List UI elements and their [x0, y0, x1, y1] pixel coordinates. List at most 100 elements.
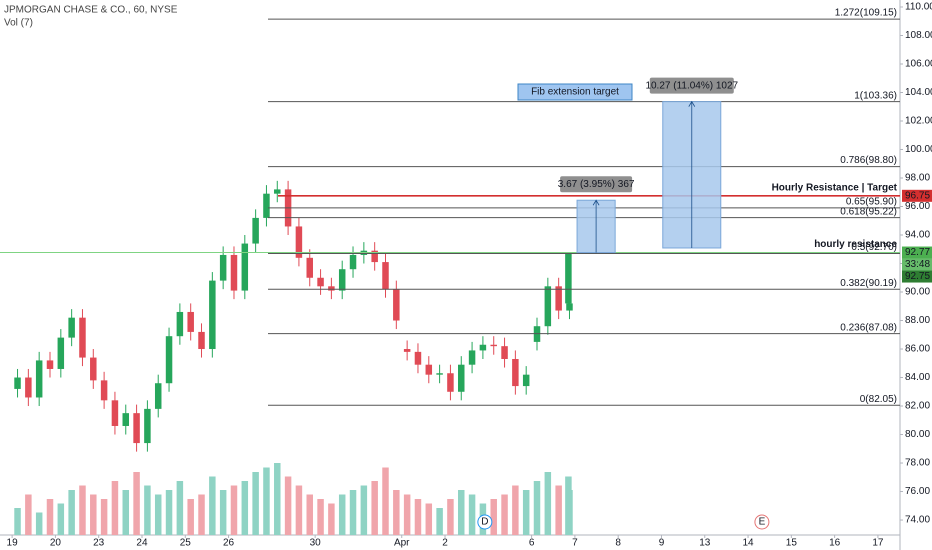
price-tag-label: 92.75 [905, 271, 930, 282]
candle-body [165, 336, 173, 384]
price-tag-label: 96.75 [905, 190, 930, 201]
volume-label: Vol (7) [4, 18, 33, 29]
x-tick-label: 20 [50, 538, 62, 549]
x-tick-label: 23 [93, 538, 105, 549]
y-tick-label: 76.00 [905, 486, 930, 497]
x-tick-label: 13 [699, 538, 711, 549]
candle-body [154, 383, 162, 409]
chart-title: JPMORGAN CHASE & CO., 60, NYSE [4, 5, 178, 16]
x-tick-label: 14 [742, 538, 754, 549]
price-tag-label: 92.77 [905, 247, 930, 258]
candle-body [306, 257, 313, 278]
volume-bar [230, 485, 238, 535]
y-tick-label: 106.00 [905, 59, 932, 70]
volume-bar [349, 490, 357, 535]
price-tag [902, 246, 932, 259]
volume-bar [414, 499, 422, 535]
x-tick-label: 8 [615, 538, 621, 549]
countdown-tag [902, 258, 932, 271]
y-tick-label: 94.00 [905, 230, 930, 241]
volume-bar [284, 476, 292, 535]
fib-label: 1.272(109.15) [835, 8, 897, 19]
volume-bar [154, 494, 162, 535]
candle-body [274, 189, 281, 194]
candle-body [122, 413, 130, 426]
event-label: E [759, 517, 766, 528]
volume-bar [425, 503, 433, 535]
volume-bar [512, 485, 519, 535]
candle-body [57, 337, 65, 369]
volume-bar [57, 503, 65, 535]
y-tick-label: 74.00 [905, 515, 930, 526]
candle-body [566, 303, 573, 311]
candle-body [414, 351, 422, 365]
candle-body [230, 254, 238, 291]
measure-label: 10.27 (11.04%) 1027 [645, 80, 738, 91]
x-tick-label: 25 [180, 538, 192, 549]
measure-arrow-head [688, 100, 696, 107]
fib-label: 0.786(98.80) [840, 155, 897, 166]
volume-bar [241, 481, 249, 535]
volume-bar [501, 494, 508, 535]
annotation: Fib extension target [531, 87, 619, 98]
candle-body [176, 311, 184, 337]
x-tick-label: 30 [310, 538, 322, 549]
event-marker [477, 514, 493, 530]
volume-bar [111, 481, 119, 535]
x-tick-label: 9 [659, 538, 665, 549]
y-tick-label: 96.00 [905, 201, 930, 212]
candle-body [565, 252, 572, 304]
candle-body [198, 331, 205, 350]
candle-body [79, 317, 86, 358]
y-tick-label: 102.00 [905, 116, 932, 127]
fib-label: 0.382(90.19) [840, 278, 897, 289]
candle-body [447, 373, 454, 392]
measure-label-box [560, 176, 633, 193]
candle-body [219, 254, 227, 281]
y-tick-label: 86.00 [905, 344, 930, 355]
volume-bar [144, 485, 151, 535]
y-tick-label: 104.00 [905, 87, 932, 98]
volume-bar [198, 494, 205, 535]
fib-label: 0.65(95.90) [846, 197, 897, 208]
x-tick-label: 24 [136, 538, 148, 549]
measure-label-box [649, 77, 734, 94]
measure-arrow-head [592, 199, 600, 206]
price-tag [902, 189, 932, 202]
candle-body [479, 344, 487, 351]
y-tick-label: 98.00 [905, 173, 930, 184]
y-tick-label: 90.00 [905, 287, 930, 298]
candle-body [403, 349, 411, 352]
volume-bar [165, 490, 173, 535]
y-tick-label: 82.00 [905, 401, 930, 412]
volume-bar [187, 499, 194, 535]
volume-bar [219, 490, 227, 535]
candle-body [100, 380, 108, 401]
volume-bar [544, 472, 552, 535]
candle-body [501, 346, 508, 359]
volume-bar [295, 485, 303, 535]
candle-body [295, 226, 303, 258]
candle-body [133, 413, 140, 444]
y-tick-label: 100.00 [905, 144, 932, 155]
candle-body [263, 193, 270, 218]
event-marker [754, 514, 770, 530]
candle-body [209, 280, 216, 350]
volume-bar [338, 494, 346, 535]
fib-label: 0.236(87.08) [840, 322, 897, 333]
y-tick-label: 78.00 [905, 458, 930, 469]
x-tick-label: Apr [394, 538, 410, 549]
volume-bar [360, 485, 368, 535]
volume-bar [317, 499, 324, 535]
candle-body [68, 317, 75, 338]
candle-body [144, 408, 151, 444]
event-label: D [481, 517, 488, 528]
y-tick-label: 80.00 [905, 429, 930, 440]
candle-body [544, 286, 552, 327]
x-tick-label: 19 [7, 538, 19, 549]
candle-body [90, 357, 97, 381]
volume-bar [403, 494, 411, 535]
candle-body [241, 243, 249, 291]
